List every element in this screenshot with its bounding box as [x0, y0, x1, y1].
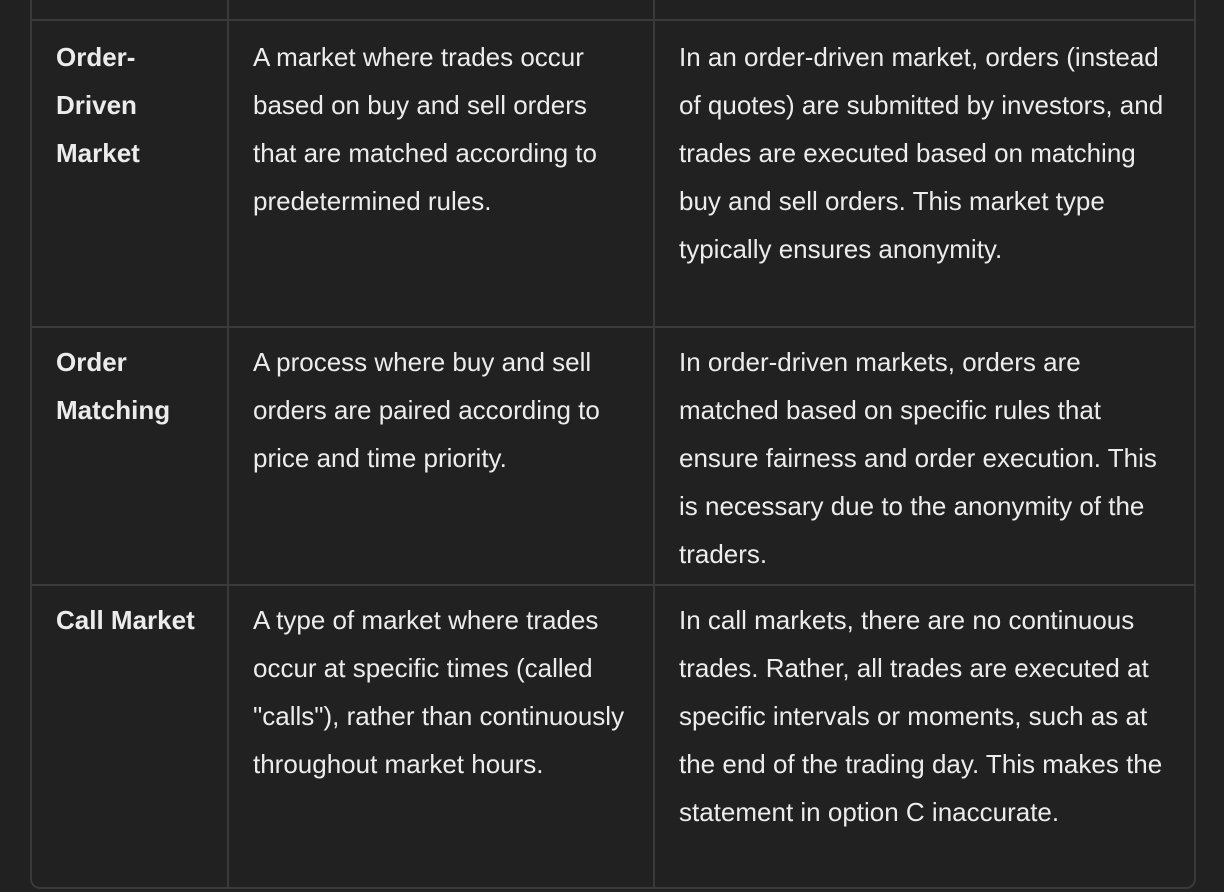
table-cell — [32, 0, 229, 21]
term-cell: Call Market — [32, 585, 229, 887]
table-row: Order-Driven Market A market where trade… — [32, 20, 1194, 328]
explanation-cell: In call markets, there are no continuous… — [679, 605, 1163, 827]
term-cell: Order-Driven Market — [32, 20, 229, 328]
explanation-cell: In an order-driven market, orders (inste… — [654, 20, 1194, 328]
definition-cell: A type of market where trades occur at s… — [228, 585, 655, 887]
table-row: Order Matching A process where buy and s… — [32, 327, 1194, 586]
glossary-table: Order-Driven Market A market where trade… — [32, 0, 1194, 887]
explanation-cell: In order-driven markets, orders are matc… — [654, 327, 1194, 586]
previous-row-stub — [32, 0, 1194, 21]
definition-cell: A process where buy and sell orders are … — [228, 327, 655, 586]
term-cell: Order Matching — [32, 327, 229, 586]
glossary-table-container: Order-Driven Market A market where trade… — [30, 0, 1196, 889]
table-cell — [654, 0, 1194, 21]
definition-cell: A market where trades occur based on buy… — [228, 20, 655, 328]
table-cell — [228, 0, 655, 21]
table-row: Call Market A type of market where trade… — [32, 585, 1194, 887]
